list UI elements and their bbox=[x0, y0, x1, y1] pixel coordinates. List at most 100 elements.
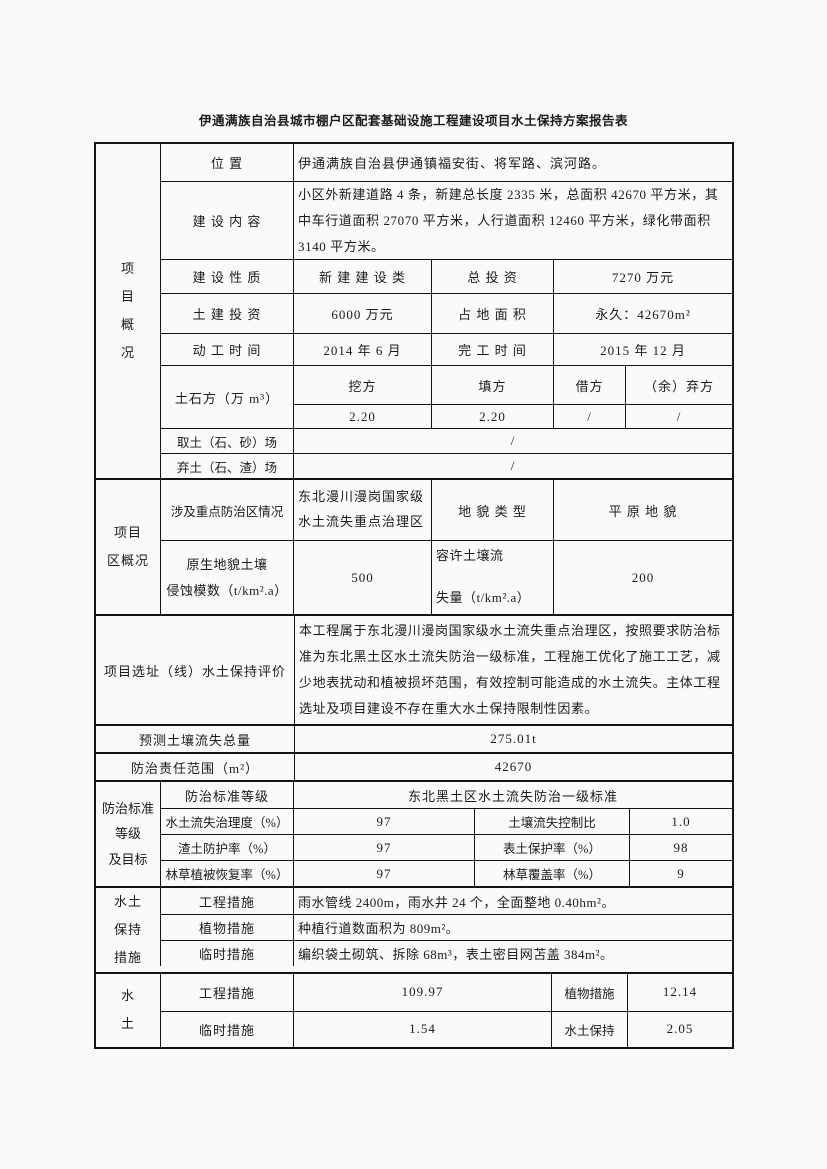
slag-protection-value: 97 bbox=[293, 835, 474, 860]
vegetation-coverage-label: 林草覆盖率（%） bbox=[474, 861, 629, 886]
table-row: 防治标准等级 东北黑土区水土流失防治一级标准 bbox=[160, 782, 732, 808]
excavation-label: 挖方 bbox=[293, 366, 431, 404]
spoil-site-value: / bbox=[293, 454, 732, 478]
invest-conservation-value: 2.05 bbox=[627, 1011, 732, 1047]
plant-measures-label: 植物措施 bbox=[160, 915, 293, 940]
section-region-overview: 项目 区概况 涉及重点防治区情况 东北漫川漫岗国家级 水土流失重点治理区 地 貌… bbox=[96, 478, 732, 614]
topsoil-protection-value: 98 bbox=[629, 835, 732, 860]
landform-value: 平 原 地 貌 bbox=[553, 480, 732, 540]
spoil-value: / bbox=[625, 405, 732, 428]
nature-label: 建 设 性 质 bbox=[160, 260, 293, 293]
invest-plant-value: 12.14 bbox=[627, 973, 732, 1011]
borrow-label: 借方 bbox=[553, 366, 625, 404]
vegetation-recovery-label: 林草植被恢复率（%） bbox=[160, 861, 293, 886]
site-evaluation-value: 本工程属于东北漫川漫岗国家级水土流失重点治理区，按照要求防治标准为东北黑土区水土… bbox=[294, 616, 732, 724]
nature-value: 新 建 建 设 类 bbox=[293, 260, 431, 293]
borrow-site-label: 取土（石、砂）场 bbox=[160, 429, 293, 453]
loss-control-ratio-label: 土壤流失控制比 bbox=[474, 809, 629, 834]
responsibility-area-label: 防治责任范围（m²） bbox=[130, 760, 259, 776]
treatment-degree-value: 97 bbox=[293, 809, 474, 834]
earthwork-subtable: 挖方 填方 借方 （余）弃方 2.20 2.20 / / bbox=[293, 366, 732, 428]
site-evaluation-label: 项目选址（线）水土保持评价 bbox=[103, 663, 286, 679]
table-row: 取土（石、砂）场 / bbox=[160, 428, 732, 453]
total-investment-value: 7270 万元 bbox=[553, 260, 732, 293]
key-zone-value: 东北漫川漫岗国家级 水土流失重点治理区 bbox=[293, 480, 431, 540]
erosion-modulus-value: 500 bbox=[293, 541, 431, 614]
land-area-value: 永久：42670m² bbox=[553, 294, 732, 333]
location-label: 位 置 bbox=[160, 144, 293, 181]
invest-temporary-value: 1.54 bbox=[293, 1011, 551, 1047]
treatment-degree-label: 水土流失治理度（%） bbox=[160, 809, 293, 834]
construction-content-label: 建 设 内 容 bbox=[160, 182, 293, 259]
land-area-label: 占 地 面 积 bbox=[431, 294, 553, 333]
section-header-investment: 水 土 bbox=[120, 988, 135, 1032]
borrow-value: / bbox=[553, 405, 625, 428]
table-row: 建 设 性 质 新 建 建 设 类 总 投 资 7270 万元 bbox=[160, 259, 732, 293]
report-table: 项 目 概 况 位 置 伊通满族自治县伊通镇福安街、将军路、滨河路。 建 设 内… bbox=[94, 142, 734, 1049]
vegetation-recovery-value: 97 bbox=[293, 861, 474, 886]
earthwork-row: 土石方（万 m³） 挖方 填方 借方 （余）弃方 2.20 2.20 / / bbox=[160, 365, 732, 428]
earthwork-header-row: 挖方 填方 借方 （余）弃方 bbox=[293, 366, 732, 404]
table-row: 临时措施 编织袋土砌筑、拆除 68m³，表土密目网苫盖 384m²。 bbox=[160, 940, 732, 966]
spoil-label: （余）弃方 bbox=[625, 366, 732, 404]
start-time-value: 2014 年 6 月 bbox=[293, 334, 431, 365]
responsibility-area-value: 42670 bbox=[294, 754, 732, 780]
engineering-measures-label: 工程措施 bbox=[160, 888, 293, 914]
section-header-measures: 水土 保持 措施 bbox=[113, 894, 142, 965]
predicted-loss-label: 预测土壤流失总量 bbox=[138, 732, 251, 748]
region-rows: 涉及重点防治区情况 东北漫川漫岗国家级 水土流失重点治理区 地 貌 类 型 平 … bbox=[160, 480, 732, 614]
finish-time-value: 2015 年 12 月 bbox=[553, 334, 732, 365]
invest-plant-label: 植物措施 bbox=[551, 973, 627, 1011]
table-row: 防治责任范围（m²） 42670 bbox=[96, 754, 732, 780]
standard-grade-label: 防治标准等级 bbox=[160, 782, 293, 808]
section-responsibility-area: 防治责任范围（m²） 42670 bbox=[96, 752, 732, 780]
plant-measures-value: 种植行道数面积为 809m²。 bbox=[293, 915, 732, 940]
section-header-project-overview: 项 目 概 况 bbox=[120, 261, 135, 360]
spoil-site-label: 弃土（石、渣）场 bbox=[160, 454, 293, 478]
temporary-measures-value: 编织袋土砌筑、拆除 68m³，表土密目网苫盖 384m²。 bbox=[293, 941, 732, 966]
section-measures: 水土 保持 措施 工程措施 雨水管线 2400m，雨水井 24 个，全面整地 0… bbox=[96, 886, 732, 972]
standard-grade-value: 东北黑土区水土流失防治一级标准 bbox=[293, 782, 732, 808]
table-row: 工程措施 雨水管线 2400m，雨水井 24 个，全面整地 0.40hm²。 bbox=[160, 888, 732, 914]
key-zone-label: 涉及重点防治区情况 bbox=[160, 480, 293, 540]
table-row: 弃土（石、渣）场 / bbox=[160, 453, 732, 478]
section-project-overview: 项 目 概 况 位 置 伊通满族自治县伊通镇福安街、将军路、滨河路。 建 设 内… bbox=[96, 144, 732, 478]
invest-engineering-label: 工程措施 bbox=[160, 973, 293, 1011]
finish-time-label: 完 工 时 间 bbox=[431, 334, 553, 365]
vegetation-coverage-value: 9 bbox=[629, 861, 732, 886]
page-title: 伊通满族自治县城市棚户区配套基础设施工程建设项目水土保持方案报告表 bbox=[198, 114, 628, 128]
investment-rows: 工程措施 109.97 植物措施 12.14 临时措施 1.54 水土保持 2.… bbox=[160, 973, 732, 1047]
earthwork-value-row: 2.20 2.20 / / bbox=[293, 404, 732, 428]
invest-engineering-value: 109.97 bbox=[293, 973, 551, 1011]
earthwork-label: 土石方（万 m³） bbox=[160, 366, 293, 428]
total-investment-label: 总 投 资 bbox=[431, 260, 553, 293]
table-row: 位 置 伊通满族自治县伊通镇福安街、将军路、滨河路。 bbox=[160, 144, 732, 181]
location-value: 伊通满族自治县伊通镇福安街、将军路、滨河路。 bbox=[293, 144, 732, 181]
table-row: 预测土壤流失总量 275.01t bbox=[96, 726, 732, 752]
allowable-loss-value: 200 bbox=[553, 541, 732, 614]
table-row: 工程措施 109.97 植物措施 12.14 bbox=[160, 973, 732, 1011]
section-standards: 防治标准 等级 及目标 防治标准等级 东北黑土区水土流失防治一级标准 水土流失治… bbox=[96, 780, 732, 886]
excavation-value: 2.20 bbox=[293, 405, 431, 428]
section-predicted-loss: 预测土壤流失总量 275.01t bbox=[96, 724, 732, 752]
table-row: 建 设 内 容 小区外新建道路 4 条，新建总长度 2335 米，总面积 426… bbox=[160, 181, 732, 259]
temporary-measures-label: 临时措施 bbox=[160, 941, 293, 966]
civil-investment-value: 6000 万元 bbox=[293, 294, 431, 333]
topsoil-protection-label: 表土保护率（%） bbox=[474, 835, 629, 860]
start-time-label: 动 工 时 间 bbox=[160, 334, 293, 365]
overview-rows: 位 置 伊通满族自治县伊通镇福安街、将军路、滨河路。 建 设 内 容 小区外新建… bbox=[160, 144, 732, 478]
fill-label: 填方 bbox=[431, 366, 553, 404]
table-row: 涉及重点防治区情况 东北漫川漫岗国家级 水土流失重点治理区 地 貌 类 型 平 … bbox=[160, 480, 732, 540]
table-row: 植物措施 种植行道数面积为 809m²。 bbox=[160, 914, 732, 940]
erosion-modulus-label: 原生地貌土壤 侵蚀模数（t/km².a） bbox=[160, 541, 293, 614]
civil-investment-label: 土 建 投 资 bbox=[160, 294, 293, 333]
section-investment: 水 土 工程措施 109.97 植物措施 12.14 临时措施 1.54 水土保… bbox=[96, 971, 732, 1047]
engineering-measures-value: 雨水管线 2400m，雨水井 24 个，全面整地 0.40hm²。 bbox=[293, 888, 732, 914]
table-row: 渣土防护率（%） 97 表土保护率（%） 98 bbox=[160, 834, 732, 860]
slag-protection-label: 渣土防护率（%） bbox=[160, 835, 293, 860]
table-row: 项目选址（线）水土保持评价 本工程属于东北漫川漫岗国家级水土流失重点治理区，按照… bbox=[96, 616, 732, 724]
section-header-standards: 防治标准 等级 及目标 bbox=[101, 800, 154, 867]
construction-content-value: 小区外新建道路 4 条，新建总长度 2335 米，总面积 42670 平方米，其… bbox=[293, 182, 732, 259]
measures-rows: 工程措施 雨水管线 2400m，雨水井 24 个，全面整地 0.40hm²。 植… bbox=[160, 888, 732, 972]
